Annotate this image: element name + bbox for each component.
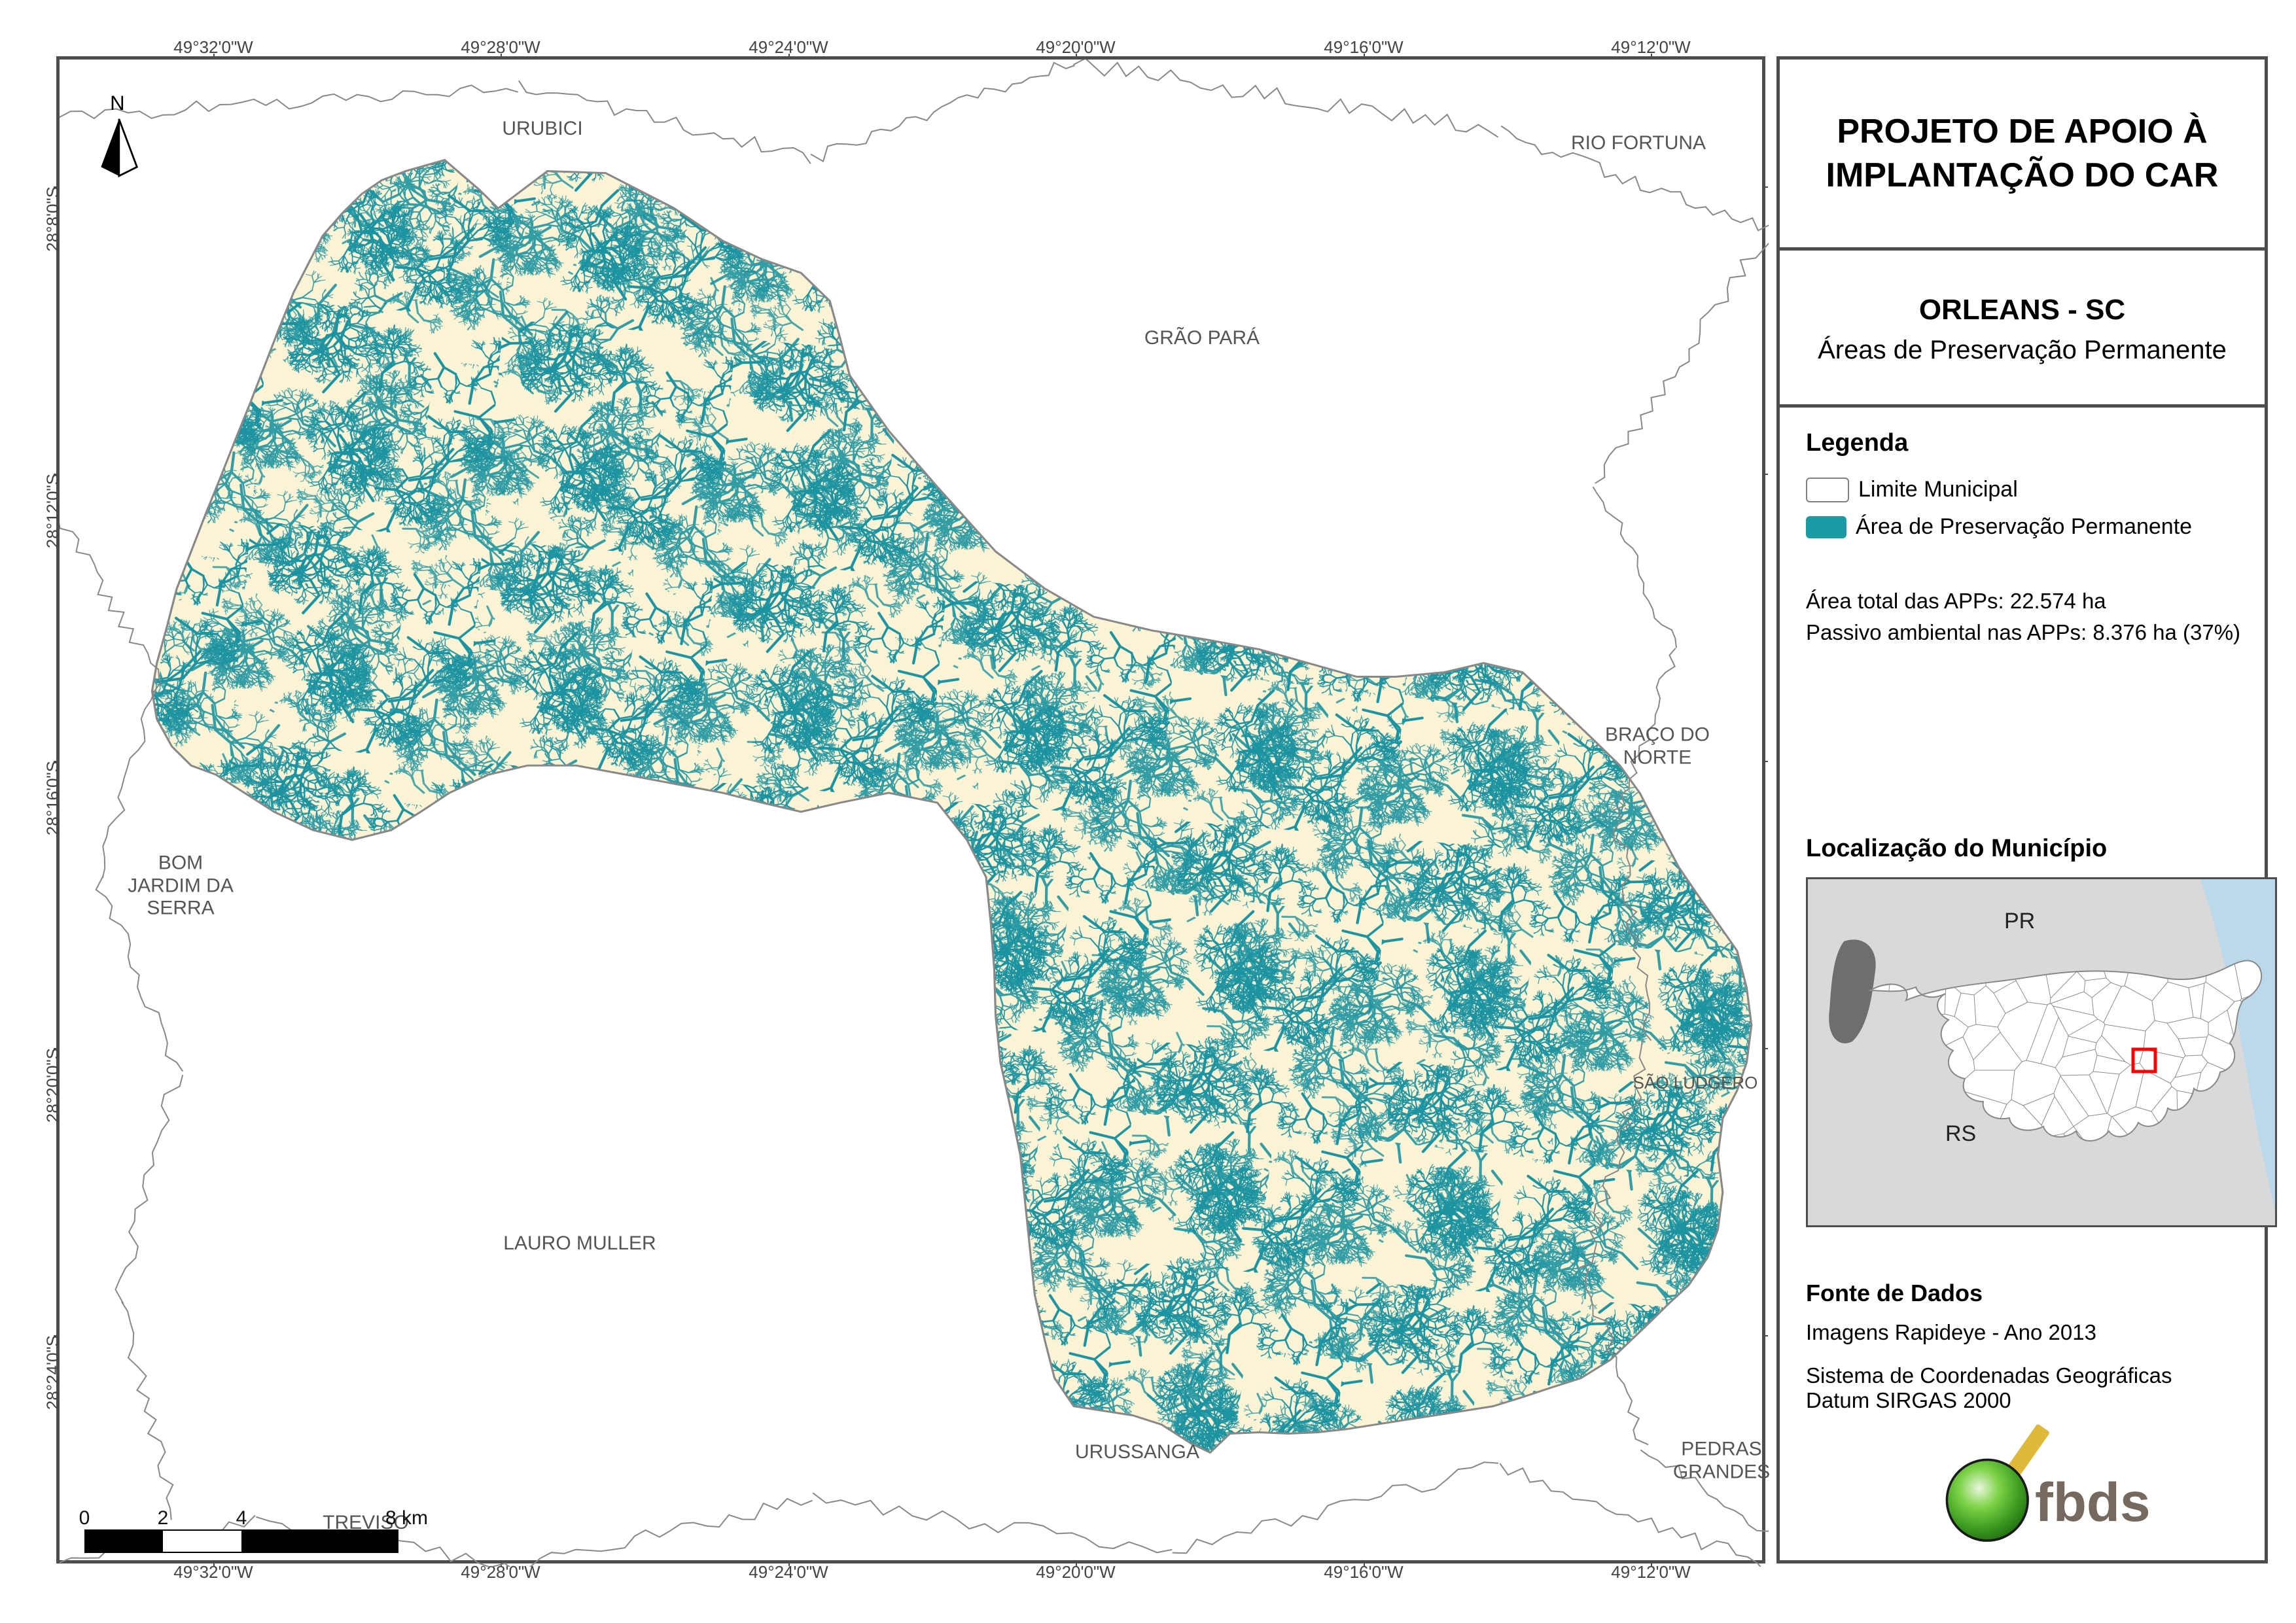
svg-text:RS: RS	[1945, 1121, 1976, 1146]
svg-text:fbds: fbds	[2035, 1471, 2151, 1533]
svg-text:N: N	[110, 92, 125, 114]
svg-text:PR: PR	[2004, 909, 2035, 934]
